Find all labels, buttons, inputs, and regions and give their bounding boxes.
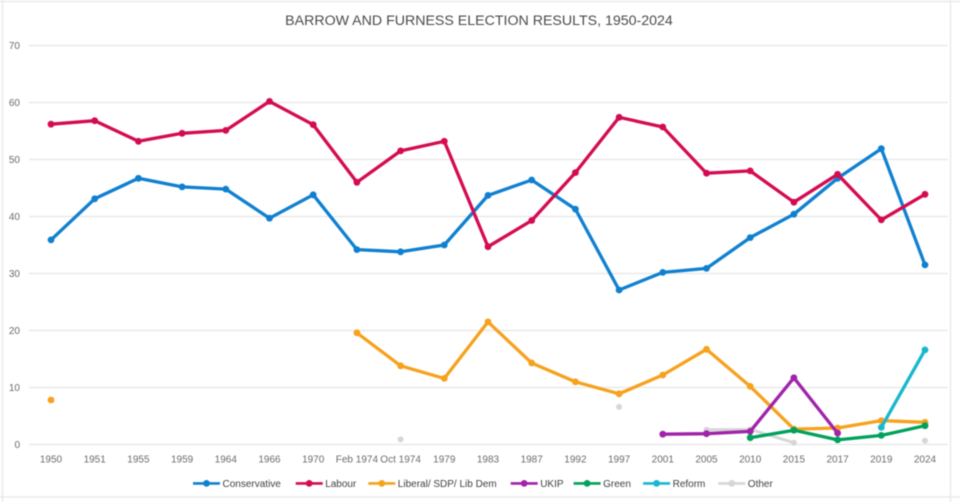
svg-text:10: 10 — [9, 383, 21, 394]
svg-text:1983: 1983 — [477, 455, 500, 466]
svg-text:Reform: Reform — [673, 479, 706, 490]
svg-text:2005: 2005 — [695, 455, 718, 466]
svg-text:2019: 2019 — [870, 455, 893, 466]
svg-text:1955: 1955 — [127, 455, 150, 466]
svg-text:Oct 1974: Oct 1974 — [380, 455, 421, 466]
svg-text:30: 30 — [9, 269, 21, 280]
svg-text:Labour: Labour — [325, 479, 357, 490]
svg-text:2024: 2024 — [914, 455, 937, 466]
svg-text:Green: Green — [603, 479, 631, 490]
svg-text:0: 0 — [14, 440, 20, 451]
svg-text:Liberal/ SDP/ Lib Dem: Liberal/ SDP/ Lib Dem — [398, 479, 497, 490]
svg-text:60: 60 — [9, 98, 21, 109]
svg-text:1979: 1979 — [433, 455, 456, 466]
svg-text:2010: 2010 — [739, 455, 762, 466]
svg-text:50: 50 — [9, 155, 21, 166]
svg-text:Feb 1974: Feb 1974 — [336, 455, 379, 466]
svg-text:20: 20 — [9, 326, 21, 337]
svg-text:Conservative: Conservative — [223, 479, 282, 490]
svg-text:1951: 1951 — [84, 455, 107, 466]
svg-text:Other: Other — [748, 479, 774, 490]
svg-text:1970: 1970 — [302, 455, 325, 466]
svg-text:1950: 1950 — [40, 455, 63, 466]
svg-text:2017: 2017 — [826, 455, 849, 466]
svg-text:40: 40 — [9, 212, 21, 223]
svg-text:1987: 1987 — [521, 455, 544, 466]
svg-text:UKIP: UKIP — [540, 479, 564, 490]
svg-text:1997: 1997 — [608, 455, 631, 466]
svg-text:1964: 1964 — [215, 455, 238, 466]
svg-text:1992: 1992 — [564, 455, 587, 466]
svg-text:70: 70 — [9, 41, 21, 52]
svg-text:2001: 2001 — [652, 455, 675, 466]
svg-text:2015: 2015 — [783, 455, 806, 466]
svg-text:BARROW AND FURNESS ELECTION RE: BARROW AND FURNESS ELECTION RESULTS, 195… — [285, 13, 673, 29]
svg-text:1959: 1959 — [171, 455, 194, 466]
svg-text:1966: 1966 — [258, 455, 281, 466]
